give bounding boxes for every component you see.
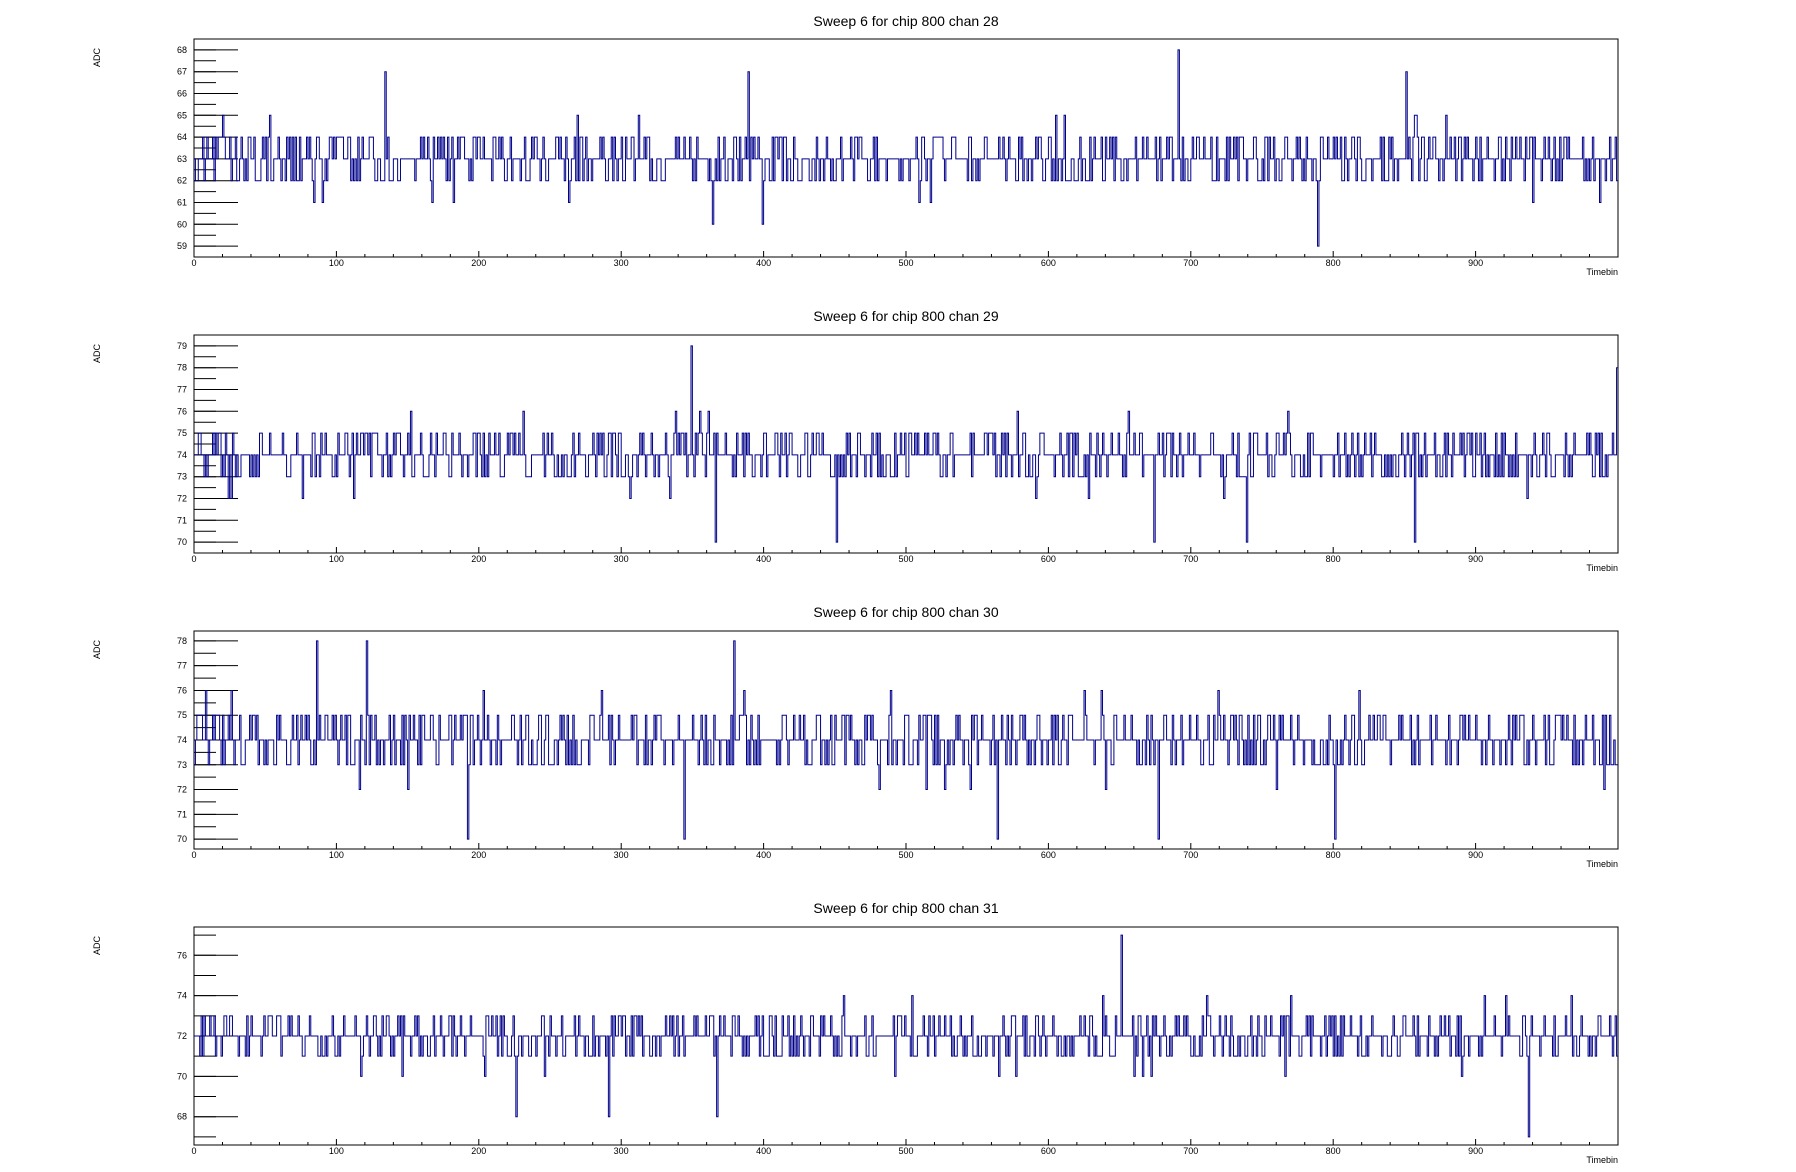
x-tick-label: 300 [614, 258, 629, 268]
x-tick-label: 900 [1468, 258, 1483, 268]
y-tick-label: 78 [177, 636, 187, 646]
y-tick-label: 67 [177, 67, 187, 77]
chart-title: Sweep 6 for chip 800 chan 29 [813, 308, 998, 324]
y-tick-label: 75 [177, 428, 187, 438]
x-tick-label: 800 [1326, 258, 1341, 268]
y-axis-label: ADC [92, 936, 102, 956]
x-tick-label: 500 [898, 554, 913, 564]
y-tick-label: 76 [177, 406, 187, 416]
chart-panel-0: Sweep 6 for chip 800 chan 28 ADC Timebin 0 1… [92, 13, 1619, 277]
x-tick-label: 0 [191, 850, 196, 860]
y-tick-label: 74 [177, 450, 187, 460]
x-tick-label: 200 [471, 1146, 486, 1156]
x-tick-label: 0 [191, 258, 196, 268]
x-tick-label: 700 [1183, 850, 1198, 860]
x-tick-label: 700 [1183, 554, 1198, 564]
y-tick-label: 73 [177, 760, 187, 770]
x-axis-label: Timebin [1586, 267, 1618, 277]
x-axis-label: Timebin [1586, 859, 1618, 869]
x-tick-label: 300 [614, 1146, 629, 1156]
chart-panel-3: Sweep 6 for chip 800 chan 31 ADC Timebin 0 1… [92, 900, 1619, 1165]
y-tick-label: 79 [177, 341, 187, 351]
y-tick-label: 61 [177, 198, 187, 208]
x-tick-label: 500 [898, 850, 913, 860]
x-tick-label: 100 [329, 1146, 344, 1156]
x-axis-label: Timebin [1586, 1155, 1618, 1165]
y-tick-label: 70 [177, 537, 187, 547]
x-tick-label: 500 [898, 258, 913, 268]
x-tick-label: 700 [1183, 1146, 1198, 1156]
y-tick-label: 72 [177, 1031, 187, 1041]
x-tick-label: 900 [1468, 850, 1483, 860]
x-tick-label: 300 [614, 850, 629, 860]
x-tick-label: 200 [471, 850, 486, 860]
y-tick-label: 60 [177, 219, 187, 229]
y-tick-label: 70 [177, 1071, 187, 1081]
chart-title: Sweep 6 for chip 800 chan 31 [813, 900, 998, 916]
chart-panel-1: Sweep 6 for chip 800 chan 29 ADC Timebin 0 1… [92, 308, 1619, 573]
y-tick-label: 76 [177, 950, 187, 960]
y-tick-label: 78 [177, 363, 187, 373]
y-tick-label: 74 [177, 735, 187, 745]
x-tick-label: 200 [471, 258, 486, 268]
y-tick-label: 65 [177, 110, 187, 120]
y-tick-label: 59 [177, 241, 187, 251]
x-tick-label: 600 [1041, 258, 1056, 268]
x-tick-label: 600 [1041, 850, 1056, 860]
y-tick-label: 74 [177, 991, 187, 1001]
y-axis-label: ADC [92, 640, 102, 660]
x-tick-label: 900 [1468, 554, 1483, 564]
y-axis-label: ADC [92, 344, 102, 364]
y-tick-label: 76 [177, 685, 187, 695]
y-axis-label: ADC [92, 48, 102, 68]
series-line [194, 49, 1618, 247]
x-tick-label: 600 [1041, 1146, 1056, 1156]
x-tick-label: 400 [756, 1146, 771, 1156]
x-tick-label: 100 [329, 850, 344, 860]
x-tick-label: 800 [1326, 1146, 1341, 1156]
series-line [194, 934, 1618, 1138]
y-tick-label: 70 [177, 834, 187, 844]
x-tick-label: 100 [329, 554, 344, 564]
x-tick-label: 300 [614, 554, 629, 564]
y-tick-label: 75 [177, 710, 187, 720]
y-tick-label: 68 [177, 1112, 187, 1122]
y-tick-label: 66 [177, 89, 187, 99]
x-tick-label: 200 [471, 554, 486, 564]
x-tick-label: 900 [1468, 1146, 1483, 1156]
chart-title: Sweep 6 for chip 800 chan 30 [813, 604, 998, 620]
chart-title: Sweep 6 for chip 800 chan 28 [813, 13, 998, 29]
y-tick-label: 72 [177, 785, 187, 795]
y-tick-label: 72 [177, 494, 187, 504]
y-tick-label: 63 [177, 154, 187, 164]
x-tick-label: 0 [191, 1146, 196, 1156]
x-tick-label: 800 [1326, 850, 1341, 860]
x-tick-label: 700 [1183, 258, 1198, 268]
y-tick-label: 77 [177, 385, 187, 395]
chart-panel-2: Sweep 6 for chip 800 chan 30 ADC Timebin 0 1… [92, 604, 1619, 869]
x-axis-label: Timebin [1586, 563, 1618, 573]
x-tick-label: 400 [756, 850, 771, 860]
y-tick-label: 68 [177, 45, 187, 55]
y-tick-label: 77 [177, 661, 187, 671]
y-tick-label: 73 [177, 472, 187, 482]
series-line [194, 345, 1618, 543]
x-tick-label: 800 [1326, 554, 1341, 564]
x-tick-label: 400 [756, 258, 771, 268]
x-tick-label: 100 [329, 258, 344, 268]
series-line [194, 640, 1618, 840]
y-tick-label: 64 [177, 132, 187, 142]
x-tick-label: 600 [1041, 554, 1056, 564]
y-tick-label: 71 [177, 809, 187, 819]
y-tick-label: 62 [177, 176, 187, 186]
y-tick-label: 71 [177, 515, 187, 525]
x-tick-label: 500 [898, 1146, 913, 1156]
x-tick-label: 400 [756, 554, 771, 564]
x-tick-label: 0 [191, 554, 196, 564]
